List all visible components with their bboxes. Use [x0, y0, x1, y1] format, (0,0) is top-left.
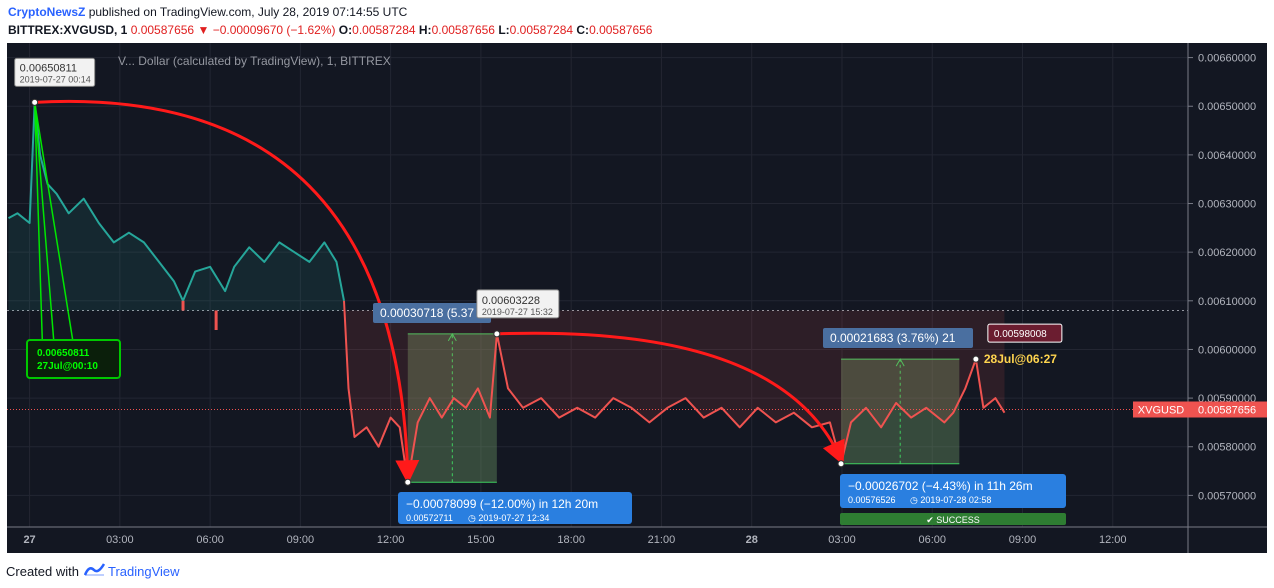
low2-price-value: 0.00576526 [848, 495, 896, 505]
symbol-label: BITTREX:XVGUSD, 1 [8, 23, 128, 37]
series-down-line [343, 300, 1006, 484]
chart-header: CryptoNewsZ published on TradingView.com… [0, 0, 1274, 42]
low-value: 0.00587284 [509, 23, 574, 37]
high-value: 0.00587656 [431, 23, 495, 37]
series-red-segment [181, 300, 218, 330]
marker-dot [404, 478, 412, 486]
measure-ranges [407, 332, 960, 483]
axes: 27 03:00 06:00 09:00 12:00 15:00 18:00 21:00 28 0… [7, 43, 1267, 553]
footer: Created with TradingView [0, 556, 1274, 588]
gain2-box [823, 328, 973, 348]
marker-dot [31, 98, 39, 106]
y-tick-label: 0.00580000 [1198, 442, 1256, 454]
down-arrow-icon: ▼ [197, 23, 210, 37]
y-tick-label: 0.00650000 [1198, 101, 1256, 113]
range-arrow-icon [895, 358, 905, 367]
y-tick-label: 0.00610000 [1198, 296, 1256, 308]
peak-green-box [26, 339, 121, 379]
publish-line: CryptoNewsZ published on TradingView.com… [8, 5, 407, 19]
range-arrow-icon [447, 332, 457, 342]
marker-dot [493, 330, 501, 338]
low1-price-time: ◷ 2019-07-27 12:34 [468, 513, 549, 523]
y-tick-label: 0.00600000 [1198, 344, 1256, 356]
low-label: L: [498, 23, 510, 37]
measure-range-box [841, 359, 960, 464]
author-link[interactable]: CryptoNewsZ [8, 5, 86, 19]
low1-change-text: −0.00078099 (−12.00%) in 12h 20m [406, 497, 598, 511]
close-value: 0.00587656 [589, 23, 653, 37]
y-tick-label: 0.00620000 [1198, 247, 1256, 259]
y-tick-label: 0.00570000 [1198, 490, 1256, 502]
low1-change-box [398, 492, 632, 524]
high3-time: 28Jul@06:27 [984, 352, 1057, 366]
symbol-tag [1133, 401, 1189, 418]
symbol-tag-text: XVGUSD [1138, 404, 1185, 416]
gain1-text: 0.00030718 (5.37 [380, 306, 474, 320]
chart-background [7, 43, 1267, 553]
x-tick-label: 18:00 [557, 534, 585, 546]
success-bar [840, 513, 1066, 525]
peak-price-box [14, 57, 96, 87]
arrow-peak-to-low1 [34, 99, 420, 485]
low1-price-value: 0.00572711 [406, 513, 453, 523]
x-tick-label: 27 [23, 534, 35, 546]
high3-price-value: 0.00598008 [994, 329, 1047, 340]
created-with-text: Created with [6, 564, 79, 579]
tradingview-logo-icon [84, 563, 106, 576]
x-tick-label: 28 [746, 534, 758, 546]
y-tick-label: 0.00660000 [1198, 53, 1256, 65]
low2-change-text: −0.00026702 (−4.43%) in 11h 26m [848, 479, 1033, 493]
x-tick-label: 03:00 [106, 534, 134, 546]
peak-callout-lines [33, 102, 76, 353]
low2-price-time: ◷ 2019-07-28 02:58 [910, 495, 991, 505]
high2-price-box [476, 289, 560, 319]
close-label: C: [576, 23, 590, 37]
last-price-tag [1189, 401, 1267, 418]
tradingview-link[interactable]: TradingView [108, 564, 180, 579]
arrow-high2-to-low2 [496, 331, 845, 466]
x-tick-label: 21:00 [648, 534, 676, 546]
x-tick-label: 03:00 [828, 534, 856, 546]
x-tick-label: 06:00 [196, 534, 224, 546]
high-label: H: [418, 23, 432, 37]
x-tick-label: 15:00 [467, 534, 495, 546]
price-change: −0.00009670 (−1.62%) [212, 23, 336, 37]
open-value: 0.00587284 [352, 23, 416, 37]
x-tick-label: 09:00 [1009, 534, 1037, 546]
x-tick-label: 06:00 [918, 534, 946, 546]
y-tick-label: 0.00630000 [1198, 199, 1256, 211]
series-up-line [8, 101, 345, 302]
last-price: 0.00587656 [130, 23, 195, 37]
low2-change-box [840, 474, 1066, 508]
gain1-box [373, 303, 491, 323]
peak-green-time: 27Jul@00:10 [37, 361, 98, 372]
trend-arrows [33, 99, 845, 485]
y-tick-label: 0.00640000 [1198, 150, 1256, 162]
x-tick-label: 09:00 [287, 534, 315, 546]
peak-price-value: 0.00650811 [20, 62, 77, 74]
publish-info: published on TradingView.com, July 28, 2… [88, 5, 408, 19]
x-tick-label: 12:00 [1099, 534, 1127, 546]
success-text: ✔ SUCCESS [926, 515, 980, 525]
ohlc-line: BITTREX:XVGUSD, 1 0.00587656 ▼ −0.000096… [8, 23, 652, 37]
peak-green-value: 0.00650811 [37, 348, 90, 359]
x-tick-label: 12:00 [377, 534, 405, 546]
open-label: O: [338, 23, 353, 37]
peak-price-time: 2019-07-27 00:14 [20, 74, 91, 84]
high2-price-value: 0.00603228 [482, 295, 540, 307]
gain2-text: 0.00021683 (3.76%) 21 [830, 331, 956, 345]
chart-subtitle: V... Dollar (calculated by TradingView),… [118, 54, 391, 68]
high3-price-box [987, 323, 1063, 343]
marker-dot [837, 460, 845, 468]
high2-price-time: 2019-07-27 15:32 [482, 307, 553, 317]
marker-dot [972, 355, 980, 363]
last-price-tag-text: 0.00587656 [1198, 404, 1256, 416]
